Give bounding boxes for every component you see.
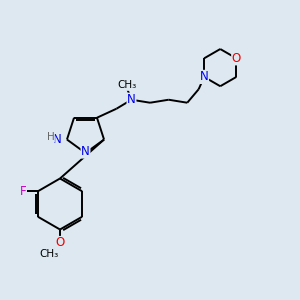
Text: O: O [232, 52, 241, 65]
Text: N: N [81, 145, 90, 158]
Text: H: H [46, 132, 54, 142]
Text: CH₃: CH₃ [40, 249, 59, 260]
Text: CH₃: CH₃ [117, 80, 136, 90]
Text: O: O [56, 236, 64, 250]
Text: N: N [53, 133, 62, 146]
Text: N: N [200, 70, 208, 83]
Text: F: F [20, 185, 26, 198]
Text: N: N [127, 93, 136, 106]
